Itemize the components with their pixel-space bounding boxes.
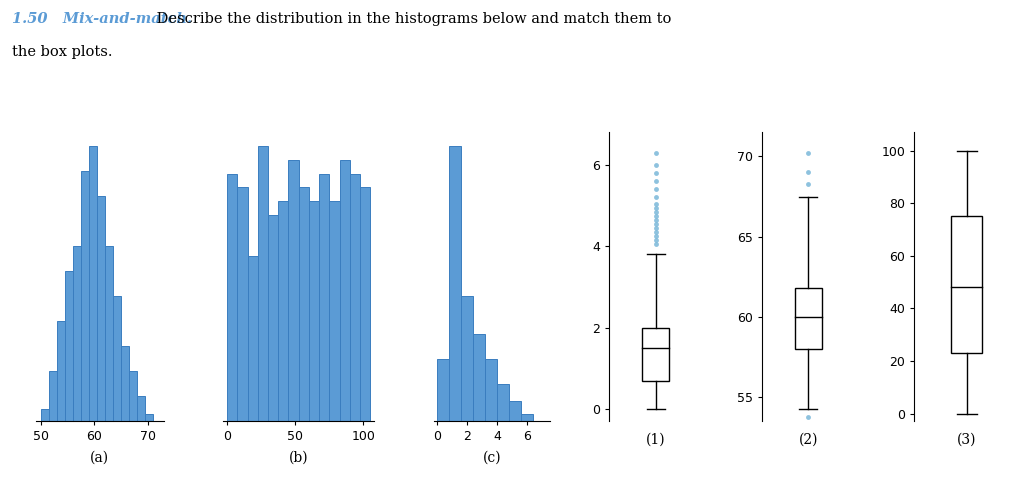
Bar xyxy=(73,246,81,421)
Bar xyxy=(309,201,319,421)
X-axis label: (a): (a) xyxy=(90,450,110,465)
X-axis label: (c): (c) xyxy=(482,450,501,465)
Text: Describe the distribution in the histograms below and match them to: Describe the distribution in the histogr… xyxy=(152,12,671,26)
Bar xyxy=(137,396,145,421)
Bar xyxy=(258,146,268,421)
Bar xyxy=(449,146,461,421)
X-axis label: (3): (3) xyxy=(956,433,976,446)
Text: 1.50   Mix-and-match.: 1.50 Mix-and-match. xyxy=(12,12,193,26)
Bar xyxy=(497,384,509,421)
Bar xyxy=(268,215,279,421)
Bar xyxy=(97,196,105,421)
Bar xyxy=(509,401,521,421)
Bar xyxy=(145,414,153,421)
Bar xyxy=(248,256,258,421)
Bar xyxy=(227,173,238,421)
X-axis label: (2): (2) xyxy=(799,433,818,446)
Bar xyxy=(330,201,340,421)
Bar xyxy=(41,409,49,421)
Bar xyxy=(350,173,360,421)
Text: the box plots.: the box plots. xyxy=(12,45,113,59)
Bar xyxy=(66,271,73,421)
Bar xyxy=(57,321,66,421)
Bar xyxy=(49,371,57,421)
Bar xyxy=(340,160,350,421)
Bar xyxy=(521,414,534,421)
Bar xyxy=(105,246,113,421)
Bar xyxy=(299,187,309,421)
Bar xyxy=(436,359,449,421)
Bar xyxy=(238,187,248,421)
Bar xyxy=(461,296,473,421)
Bar xyxy=(113,296,121,421)
Bar xyxy=(129,371,137,421)
Bar xyxy=(121,346,129,421)
Bar xyxy=(485,359,497,421)
Bar xyxy=(89,146,97,421)
X-axis label: (1): (1) xyxy=(646,433,666,446)
Bar xyxy=(360,187,371,421)
Bar xyxy=(473,334,485,421)
X-axis label: (b): (b) xyxy=(289,450,308,465)
Bar xyxy=(81,171,89,421)
Bar xyxy=(319,173,330,421)
Bar xyxy=(279,201,289,421)
Bar xyxy=(289,160,299,421)
